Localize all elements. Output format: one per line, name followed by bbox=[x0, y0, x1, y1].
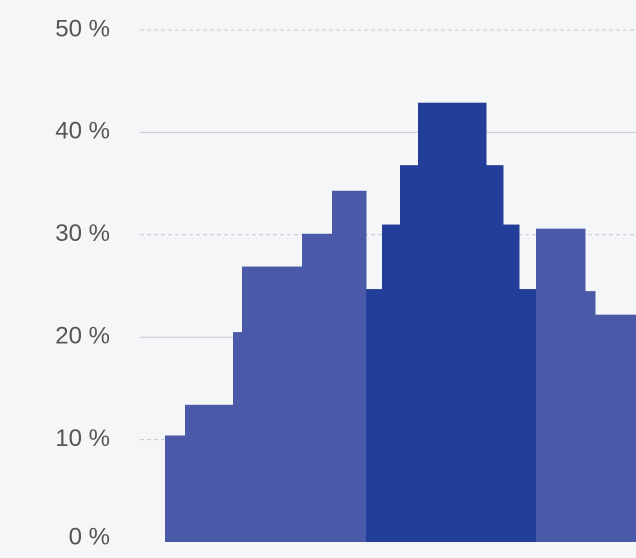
bar bbox=[503, 224, 520, 542]
bar bbox=[418, 102, 487, 542]
y-tick-label: 50 % bbox=[55, 15, 110, 42]
bar bbox=[486, 165, 504, 542]
bar bbox=[302, 233, 333, 542]
bar bbox=[185, 404, 234, 542]
bar bbox=[165, 435, 186, 542]
bar bbox=[536, 228, 586, 542]
y-tick-label: 20 % bbox=[55, 323, 110, 350]
bar bbox=[366, 289, 383, 542]
bar bbox=[400, 165, 419, 542]
bar bbox=[242, 266, 303, 542]
y-tick-label: 10 % bbox=[55, 425, 110, 452]
bar bbox=[233, 332, 243, 542]
y-tick-label: 0 % bbox=[69, 523, 110, 550]
bar bbox=[585, 291, 596, 542]
bar bbox=[332, 190, 367, 542]
bar bbox=[595, 314, 636, 542]
bar bbox=[519, 289, 537, 542]
bar bbox=[382, 224, 401, 542]
y-tick-label: 40 % bbox=[55, 118, 110, 145]
y-tick-label: 30 % bbox=[55, 220, 110, 247]
